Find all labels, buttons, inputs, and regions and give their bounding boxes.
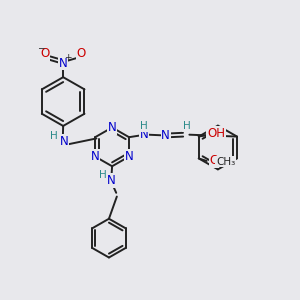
Text: N: N (91, 150, 100, 163)
Text: N: N (107, 174, 116, 187)
Text: H: H (50, 131, 58, 141)
Text: CH₃: CH₃ (216, 157, 235, 166)
Text: +: + (64, 53, 72, 62)
Text: O: O (40, 47, 50, 60)
Text: H: H (140, 121, 148, 131)
Text: −: − (37, 43, 44, 52)
Text: N: N (140, 128, 148, 141)
Text: N: N (125, 150, 134, 163)
Text: N: N (161, 129, 170, 142)
Text: O: O (209, 154, 218, 167)
Text: N: N (59, 135, 68, 148)
Text: N: N (59, 57, 68, 70)
Text: N: N (108, 121, 116, 134)
Text: OH: OH (207, 127, 225, 140)
Text: H: H (183, 121, 191, 131)
Text: O: O (77, 47, 86, 60)
Text: H: H (99, 170, 107, 180)
